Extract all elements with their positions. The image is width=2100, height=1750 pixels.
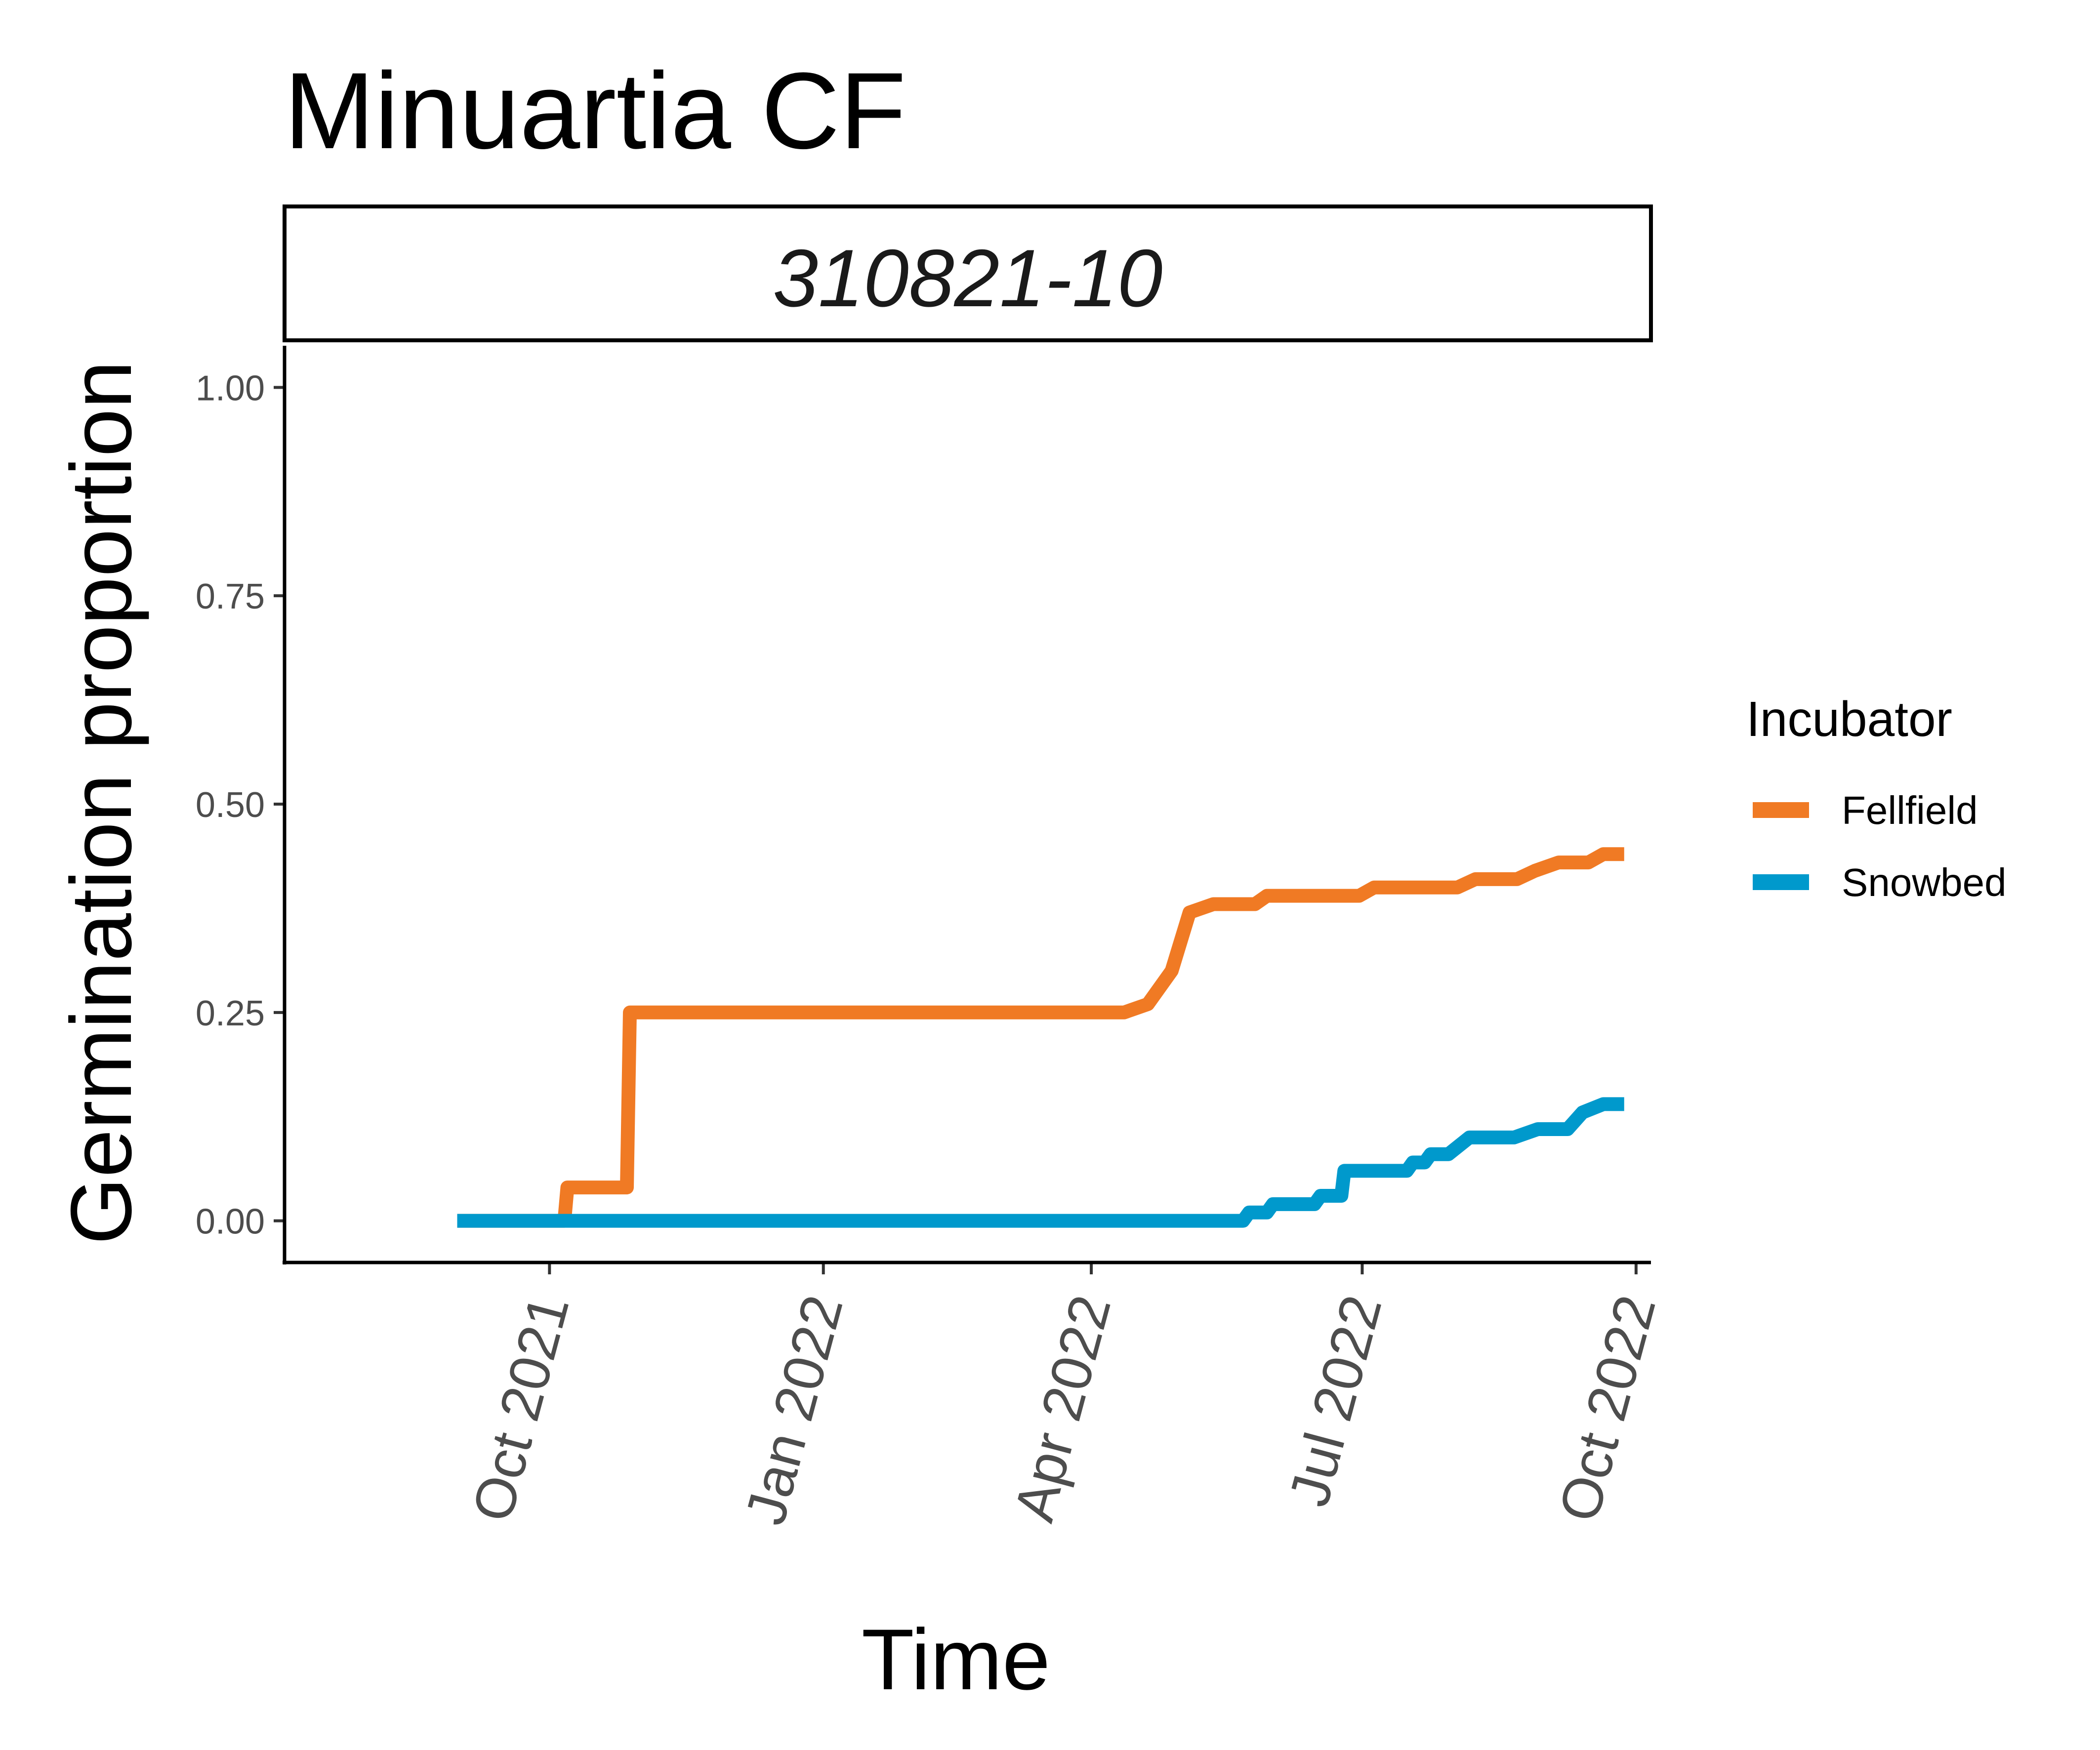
y-tick-label: 0.25 [196,994,265,1033]
x-tick-label: Apr 2022 [1002,1289,1123,1528]
y-tick-label: 0.75 [196,577,265,616]
x-tick-label: Oct 2021 [460,1289,581,1528]
x-axis-title: Time [862,1612,1050,1708]
x-tick-label: Oct 2022 [1547,1289,1668,1528]
y-axis-ticks: 0.00 0.25 0.50 0.75 1.00 [196,368,285,1242]
series-line-fellfield [457,847,1624,1228]
legend-title: Incubator [1746,692,1952,747]
x-tick-label: Jul 2022 [1277,1289,1394,1512]
y-tick-label: 1.00 [196,368,265,408]
series-lines [457,847,1624,1228]
y-tick-label: 0.00 [196,1202,265,1242]
x-axis-ticks: Oct 2021 Jan 2022 Apr 2022 Jul 2022 Oct 2022 [460,1262,1668,1531]
x-tick-label: Jan 2022 [734,1289,855,1531]
y-tick-label: 0.50 [196,785,265,825]
legend-label-fellfield: Fellfield [1842,788,1978,832]
series-line-snowbed [457,1097,1624,1228]
legend: Incubator Fellfield Snowbed [1746,692,2007,904]
y-axis-title: Germination proportion [53,361,150,1245]
facet-strip [283,204,1653,342]
facet-strip-label: 310821-10 [773,233,1162,324]
legend-label-snowbed: Snowbed [1842,860,2007,904]
chart-title: Minuartia CF [284,50,906,171]
